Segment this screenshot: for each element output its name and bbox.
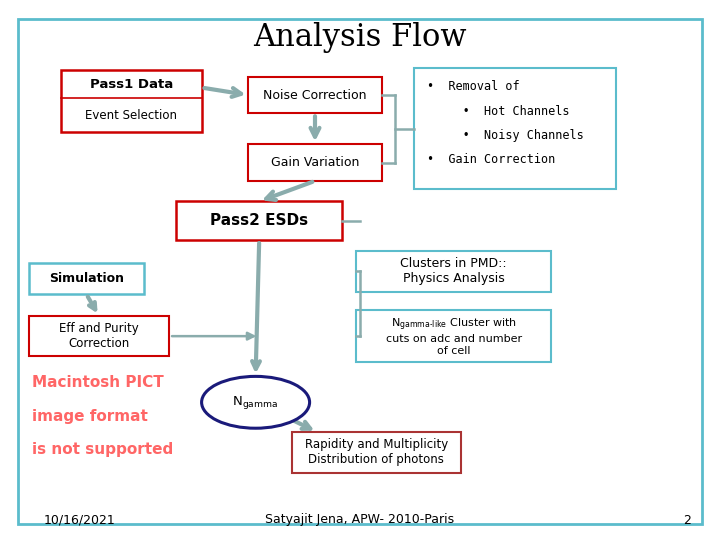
Text: Pass1 Data: Pass1 Data (90, 78, 173, 91)
Text: N$_{\rm gamma}$: N$_{\rm gamma}$ (233, 394, 279, 411)
Bar (29, 316, 169, 356)
Text: 2: 2 (683, 514, 691, 526)
Bar (414, 68, 616, 189)
Bar (61, 70, 202, 132)
Bar (356, 251, 551, 292)
Text: Gain Variation: Gain Variation (271, 156, 359, 169)
Ellipse shape (202, 376, 310, 428)
FancyArrowPatch shape (266, 182, 312, 200)
FancyArrowPatch shape (252, 243, 260, 369)
Text: is not supported: is not supported (32, 442, 174, 457)
Text: Rapidity and Multiplicity
Distribution of photons: Rapidity and Multiplicity Distribution o… (305, 438, 448, 466)
Bar (248, 77, 382, 113)
FancyArrowPatch shape (204, 88, 241, 97)
Text: •  Removal of: • Removal of (427, 80, 520, 93)
FancyArrowPatch shape (88, 296, 95, 309)
Bar (29, 263, 144, 294)
Text: •  Hot Channels: • Hot Channels (427, 105, 570, 118)
Text: 10/16/2021: 10/16/2021 (43, 514, 115, 526)
Text: Simulation: Simulation (49, 272, 124, 285)
Text: Analysis Flow: Analysis Flow (253, 22, 467, 52)
Text: •  Gain Correction: • Gain Correction (427, 153, 555, 166)
Text: Eff and Purity
Correction: Eff and Purity Correction (59, 322, 139, 350)
Text: image format: image format (32, 409, 148, 424)
Bar (356, 310, 551, 362)
Text: Pass2 ESDs: Pass2 ESDs (210, 213, 308, 228)
Text: Noise Correction: Noise Correction (264, 89, 366, 102)
Bar (292, 432, 461, 472)
Text: •  Noisy Channels: • Noisy Channels (427, 129, 584, 142)
Text: N$_{\rm gamma\text{-}like}$ Cluster with
cuts on adc and number
of cell: N$_{\rm gamma\text{-}like}$ Cluster with… (385, 316, 522, 356)
FancyArrowPatch shape (310, 116, 320, 137)
FancyArrowPatch shape (290, 419, 310, 429)
Text: Clusters in PMD::
Physics Analysis: Clusters in PMD:: Physics Analysis (400, 258, 507, 285)
Text: Event Selection: Event Selection (86, 109, 177, 122)
Text: Satyajit Jena, APW- 2010-Paris: Satyajit Jena, APW- 2010-Paris (266, 514, 454, 526)
Bar (248, 144, 382, 181)
Bar (176, 201, 342, 240)
Text: Macintosh PICT: Macintosh PICT (32, 375, 164, 390)
